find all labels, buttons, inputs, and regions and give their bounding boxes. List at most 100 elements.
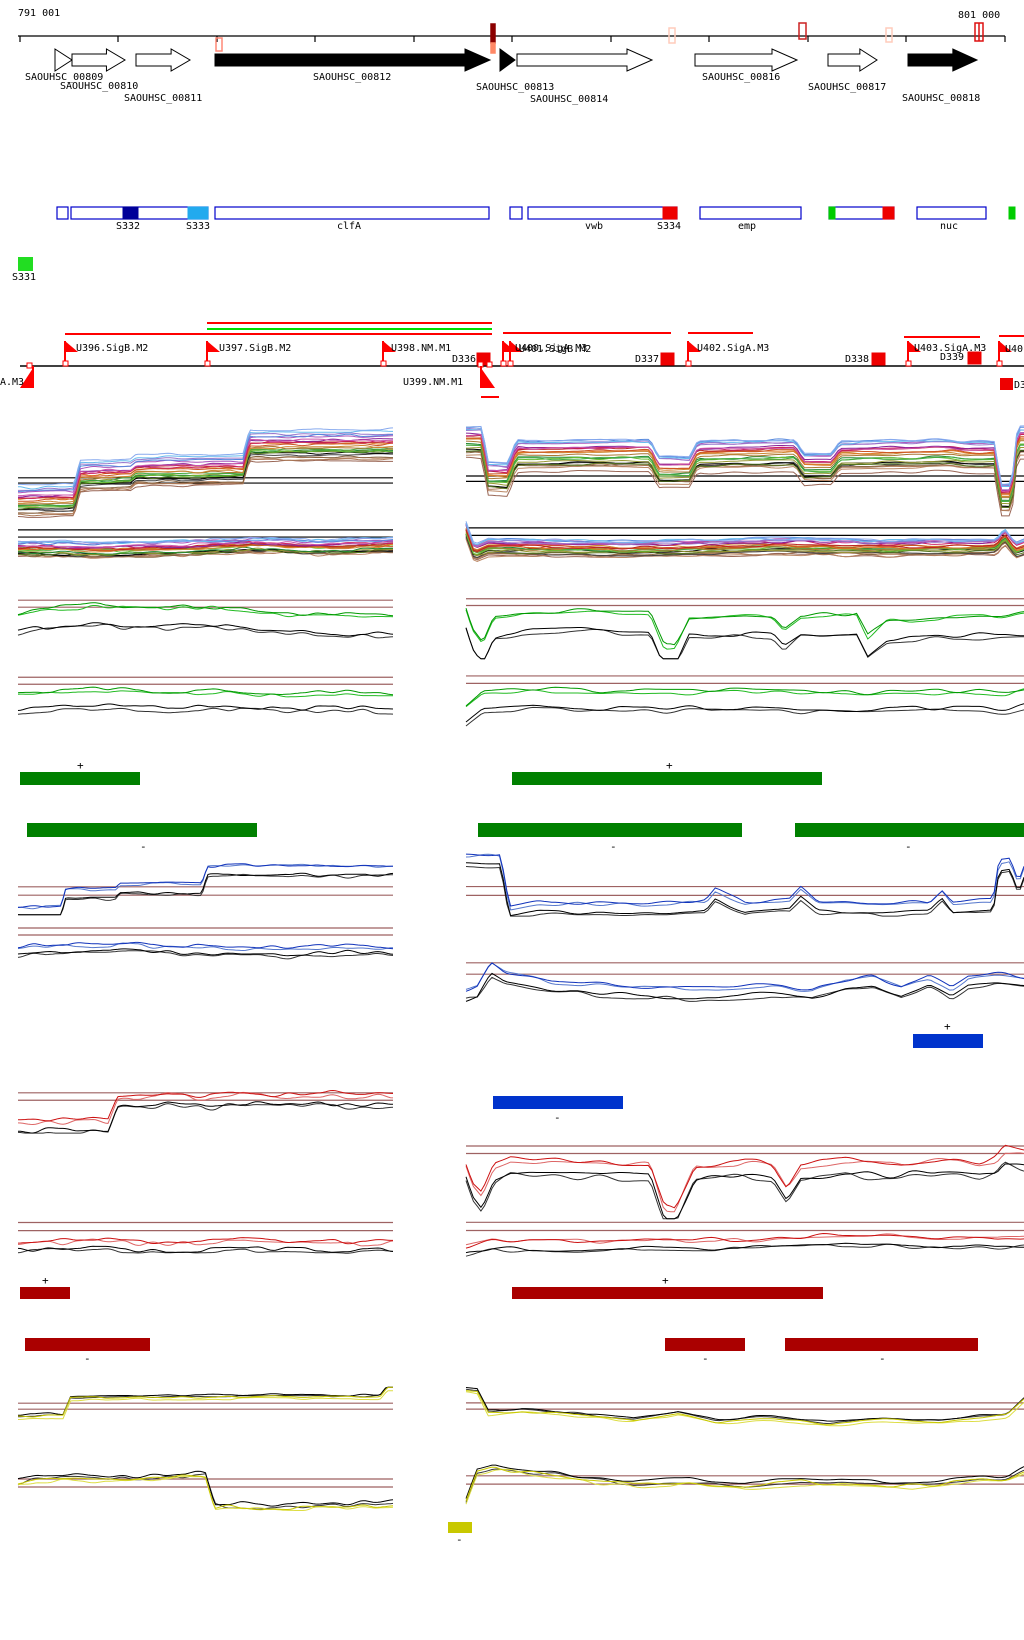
strand-bar-green-minus-0[interactable]: [27, 823, 257, 837]
signal-row-red-lower-right: [465, 1221, 1024, 1257]
strand-bar-red-plus-1[interactable]: [512, 1287, 823, 1299]
segment-flag-U398.NM.M1[interactable]: [380, 341, 396, 367]
segment-flag-label-U403.SigA.M3: U403.SigA.M3: [914, 343, 987, 354]
gene-arrow-SAOUHSC_00811[interactable]: [135, 48, 191, 72]
signal-row-yellow-lower-right: [465, 1464, 1024, 1505]
segment-base-square: [486, 361, 493, 368]
annotation-box-vwb[interactable]: [527, 206, 678, 220]
ruler-start-label: 791 001: [18, 8, 61, 19]
marker-D339[interactable]: [967, 351, 982, 365]
strand-bar-blue-minus-0[interactable]: [493, 1096, 623, 1109]
annotation-box-unnamed[interactable]: [70, 206, 209, 220]
gene-arrow-SAOUHSC_00816[interactable]: [694, 48, 799, 72]
signal-row-multi-lower-left: [17, 529, 394, 559]
signal-row-blue-upper-right: [465, 853, 1024, 917]
gene-arrow-SAOUHSC_00813[interactable]: [499, 48, 516, 72]
gene-arrow-SAOUHSC_00814[interactable]: [516, 48, 654, 72]
signal-row-green-upper-right: [465, 598, 1024, 660]
marker-D3[interactable]: [1000, 378, 1013, 390]
strand-bar-green-plus-0[interactable]: [20, 772, 140, 785]
signal-row-blue-lower-right: [465, 962, 1024, 1002]
ruler-mark: [215, 37, 223, 52]
gene-label-SAOUHSC_00814: SAOUHSC_00814: [530, 94, 609, 105]
strand-bar-red-minus-1[interactable]: [665, 1338, 745, 1351]
signal-row-red-upper-left: [17, 1089, 394, 1134]
annotation-box-emp[interactable]: [699, 206, 802, 220]
gene-arrow-SAOUHSC_00818[interactable]: [907, 48, 979, 72]
annotation-label-clfA: clfA: [337, 221, 362, 232]
segment-flag-label-U398.NM.M1: U398.NM.M1: [391, 343, 452, 354]
signal-row-red-upper-right: [465, 1144, 1024, 1220]
signal-row-multi-lower-right: [465, 521, 1024, 562]
probe-label-S333: S333: [186, 221, 211, 232]
annotation-label-vwb: vwb: [585, 221, 604, 232]
probe-label-S331: S331: [12, 272, 37, 283]
signal-row-green-lower-right: [465, 675, 1024, 727]
segment-flag-label-U401.SigB.M2: U401.SigB.M2: [519, 344, 592, 355]
probe-block-S332[interactable]: [122, 206, 139, 220]
segment-flag-label-U400.SigA.M3: U400.SigA.M3: [515, 343, 588, 354]
marker-label-D339: D339: [940, 352, 965, 363]
strand-bar-green-minus-1[interactable]: [478, 823, 742, 837]
probe-label-S332: S332: [116, 221, 141, 232]
strand-label-blue-minus-0: -: [554, 1111, 561, 1124]
gene-arrow-SAOUHSC_00812[interactable]: [214, 48, 492, 72]
segment-flag-U397.SigB.M2[interactable]: [204, 341, 220, 367]
gene-label-SAOUHSC_00817: SAOUHSC_00817: [808, 82, 887, 93]
strand-label-green-plus-0: +: [77, 759, 84, 772]
strand-bar-red-minus-2[interactable]: [785, 1338, 978, 1351]
strand-label-blue-plus-0: +: [944, 1020, 951, 1033]
signal-row-blue-upper-left: [17, 863, 394, 916]
segment-flag-U402.SigA.M3[interactable]: [685, 341, 701, 367]
marker-label-D3: D3: [1014, 380, 1024, 391]
strand-bar-red-minus-0[interactable]: [25, 1338, 150, 1351]
gene-label-SAOUHSC_00816: SAOUHSC_00816: [702, 72, 781, 83]
segment-flag-U396.SigB.M2[interactable]: [62, 341, 78, 367]
strand-bar-blue-plus-0[interactable]: [913, 1034, 983, 1048]
strand-label-red-minus-2: -: [879, 1352, 886, 1365]
probe-block-#00cc00[interactable]: [828, 206, 836, 220]
annotation-box-unnamed[interactable]: [56, 206, 69, 220]
gene-label-SAOUHSC_00813: SAOUHSC_00813: [476, 82, 555, 93]
gene-arrow-SAOUHSC_00817[interactable]: [827, 48, 878, 72]
signal-row-multi-upper-left: [17, 427, 394, 518]
ruler-mark: [490, 23, 496, 44]
strand-label-red-minus-1: -: [702, 1352, 709, 1365]
annotation-label-emp: emp: [738, 221, 757, 232]
strand-label-red-minus-0: -: [84, 1352, 91, 1365]
probe-block-S334[interactable]: [662, 206, 678, 220]
strand-bar-green-plus-1[interactable]: [512, 772, 822, 785]
probe-block-S333[interactable]: [187, 206, 209, 220]
ruler-mark: [490, 42, 496, 54]
segment-flag-U401.SigB.M2[interactable]: [507, 341, 523, 367]
segment-flag-label-U402.SigA.M3: U402.SigA.M3: [697, 343, 770, 354]
gene-label-SAOUHSC_00812: SAOUHSC_00812: [313, 72, 392, 83]
signal-row-blue-lower-left: [17, 927, 394, 960]
segment-flag-U403.SigA.M3[interactable]: [905, 341, 921, 367]
strand-bar-green-minus-2[interactable]: [795, 823, 1024, 837]
segment-flag-below-U399.NM.M1[interactable]: [480, 366, 495, 388]
signal-row-green-upper-left: [17, 599, 394, 639]
gene-arrow-SAOUHSC_00810[interactable]: [71, 48, 126, 72]
probe-block-S331[interactable]: [18, 257, 33, 271]
gene-label-SAOUHSC_00811: SAOUHSC_00811: [124, 93, 203, 104]
strand-label-green-minus-0: -: [140, 840, 147, 853]
signal-row-green-lower-left: [17, 676, 394, 715]
ruler: [18, 22, 1006, 54]
marker-D338[interactable]: [871, 352, 886, 366]
annotation-box-nuc[interactable]: [916, 206, 987, 220]
probe-block-#ee0000[interactable]: [882, 206, 895, 220]
gene-arrow-SAOUHSC_00809[interactable]: [54, 48, 73, 72]
segment-flag-below-A.M3[interactable]: [20, 366, 34, 388]
probe-block-#00cc00[interactable]: [1008, 206, 1016, 220]
marker-label-D336: D336: [452, 354, 477, 365]
strand-bar-red-plus-0[interactable]: [20, 1287, 70, 1299]
annotation-box-unnamed[interactable]: [509, 206, 523, 220]
annotation-box-clfA[interactable]: [214, 206, 490, 220]
segment-flag-U40[interactable]: [996, 341, 1012, 367]
strand-bar-yellow-minus-0[interactable]: [448, 1522, 472, 1533]
marker-D337[interactable]: [660, 352, 675, 366]
strand-label-green-minus-1: -: [610, 840, 617, 853]
